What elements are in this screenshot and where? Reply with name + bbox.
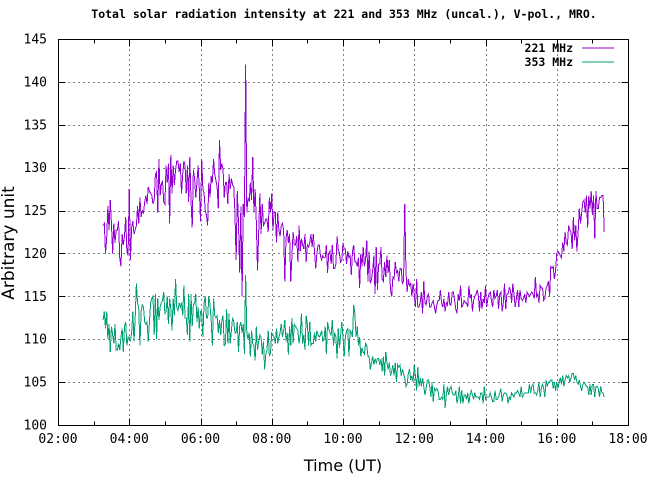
series-line-221-mhz [102, 64, 605, 314]
x-tick-label: 08:00 [252, 432, 291, 447]
y-tick-label: 110 [24, 333, 47, 348]
series-line-353-mhz [102, 274, 605, 408]
x-tick-label: 16:00 [537, 432, 576, 447]
x-tick-label: 04:00 [110, 432, 149, 447]
y-tick-label: 120 [24, 247, 47, 262]
x-axis-title: Time (UT) [303, 456, 382, 475]
plot-border [58, 39, 629, 426]
y-tick-label: 125 [24, 204, 47, 219]
y-axis-title: Arbitrary unit [0, 186, 19, 300]
y-tick-label: 130 [24, 161, 47, 176]
y-tick-label: 145 [24, 33, 47, 48]
legend-label-221mhz: 221 MHz [525, 41, 574, 55]
y-tick-label: 135 [24, 118, 47, 133]
legend: 221 MHz 353 MHz [525, 41, 614, 69]
chart-title: Total solar radiation intensity at 221 a… [91, 7, 596, 21]
y-tick-label: 100 [24, 419, 47, 434]
legend-label-353mhz: 353 MHz [525, 55, 574, 69]
axes-and-ticks: 02:00 04:00 06:00 08:00 10:00 12:00 14:00 16:00… [24, 33, 648, 448]
x-tick-label: 14:00 [466, 432, 505, 447]
x-tick-label: 18:00 [608, 432, 647, 447]
x-tick-label: 06:00 [181, 432, 220, 447]
x-tick-label: 02:00 [38, 432, 77, 447]
data-series [102, 64, 605, 408]
y-tick-label: 140 [24, 75, 47, 90]
y-tick-label: 115 [24, 290, 47, 305]
x-tick-label: 10:00 [323, 432, 362, 447]
y-tick-label: 105 [24, 376, 47, 391]
grid-lines [58, 39, 628, 425]
x-tick-label: 12:00 [395, 432, 434, 447]
